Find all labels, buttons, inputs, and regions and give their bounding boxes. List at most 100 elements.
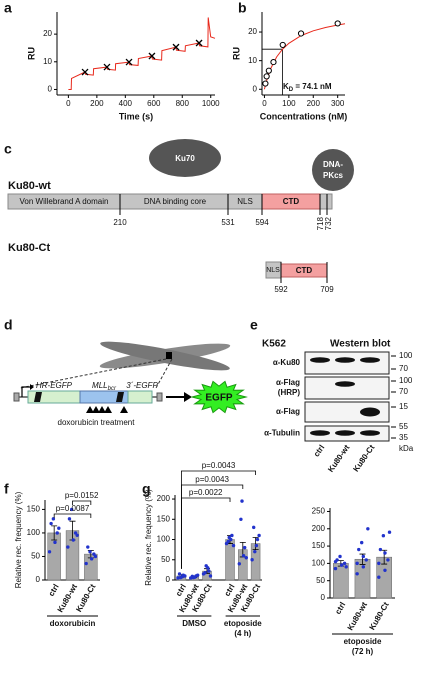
- marker-label: 70: [399, 364, 408, 373]
- data-point: [204, 564, 208, 568]
- y-tick-label: 100: [312, 558, 326, 567]
- chromosome: [99, 341, 231, 371]
- data-point: [230, 533, 234, 538]
- dna-pkcs-shape: [312, 149, 354, 191]
- mll-text: MLL: [92, 381, 108, 390]
- data-point: [208, 574, 213, 578]
- kd-annotation-part: = 74.1 nM: [293, 82, 332, 91]
- band: [360, 430, 380, 436]
- data-point: [177, 572, 182, 576]
- p-value: p=0.0022: [189, 488, 223, 497]
- locus-band: [166, 352, 172, 359]
- region-label: CTD: [283, 197, 300, 206]
- y-axis-label: Relative rec. frequency (%): [14, 491, 23, 588]
- domain-dividers: [119, 194, 328, 215]
- promoter-arrow: [21, 386, 30, 397]
- y-tick-label: 50: [31, 552, 40, 561]
- data-point: [338, 554, 342, 559]
- data-point: [270, 58, 277, 66]
- band: [335, 357, 355, 363]
- band: [310, 430, 330, 436]
- egfp3-label: 3´-EGFP: [126, 381, 158, 390]
- data-point: [297, 30, 305, 37]
- marker-label: 35: [399, 433, 408, 442]
- y-tick-label: 0: [36, 575, 41, 584]
- panel-label: d: [4, 317, 13, 333]
- group-label: etoposide: [224, 619, 262, 628]
- y-tick-label: 20: [248, 27, 257, 36]
- y-axis-label: RU: [231, 47, 241, 60]
- x-tick-label: 600: [147, 99, 161, 108]
- data-point: [49, 521, 53, 526]
- region-label: DNA binding core: [144, 197, 207, 206]
- promoter-arrow-head: [30, 384, 34, 390]
- position-label: 709: [320, 285, 334, 294]
- band: [335, 381, 355, 387]
- x-tick-label: 1000: [202, 99, 220, 108]
- drug-arrow: [86, 406, 94, 413]
- drug-arrow: [120, 406, 128, 413]
- data-point: [183, 574, 187, 578]
- data-point: [231, 543, 236, 548]
- zoom-line: [155, 358, 173, 389]
- cross-marker: [195, 39, 203, 47]
- data-point: [333, 559, 338, 564]
- lane-label: Ku80-wt: [326, 443, 351, 474]
- data-point: [361, 554, 365, 559]
- egfp3-box: [127, 390, 153, 404]
- y-tick-label: 100: [157, 535, 171, 544]
- position-label: 594: [255, 218, 269, 227]
- panel-label: g: [142, 481, 151, 497]
- band: [360, 357, 380, 363]
- data-point: [227, 535, 231, 540]
- y-tick-label: 10: [43, 57, 52, 66]
- band: [310, 357, 330, 363]
- ku70-shape: [149, 139, 221, 177]
- cross-marker: [148, 52, 156, 60]
- data-point: [55, 531, 59, 535]
- data-point: [226, 539, 230, 544]
- lane-label: Ku80-Ct: [351, 443, 376, 474]
- data-point: [195, 573, 200, 577]
- kd-annotation-part: K: [283, 82, 289, 91]
- group-label: etoposide: [344, 637, 382, 646]
- group-label: (72 h): [352, 647, 374, 656]
- data-point: [239, 517, 243, 521]
- panel-label: c: [4, 141, 12, 157]
- antibody-label: α-Flag: [276, 407, 300, 416]
- data-point: [333, 566, 338, 571]
- y-tick-label: 250: [312, 507, 326, 516]
- data-point: [88, 550, 92, 554]
- data-point: [47, 550, 52, 554]
- ku70-label: Ku70: [175, 154, 195, 163]
- y-tick-label: 200: [157, 494, 171, 503]
- cross-marker: [172, 43, 180, 51]
- data-point: [255, 537, 260, 542]
- hr-egfp-label: HR-EGFP: [36, 381, 73, 390]
- data-point: [355, 561, 359, 566]
- data-point: [377, 575, 381, 579]
- data-point: [383, 568, 387, 573]
- data-point: [263, 73, 270, 80]
- drug-arrow: [98, 406, 106, 413]
- flank-box: [156, 392, 163, 402]
- position-label: 732: [324, 216, 333, 230]
- data-point: [207, 569, 211, 573]
- kd-annotation-part: D: [289, 87, 294, 93]
- x-tick-label: Ku80-Ct: [368, 600, 391, 631]
- data-line: [68, 17, 216, 90]
- site-mark: [34, 392, 42, 402]
- dna-pkcs-label: PKcs: [323, 171, 344, 180]
- dna-pkcs-label: DNA-: [323, 160, 343, 169]
- y-axis-label: Relative rec. frequency (%): [144, 489, 153, 586]
- band: [335, 430, 355, 436]
- drug-arrows: [86, 406, 128, 413]
- blot-title: Western blot: [330, 339, 391, 350]
- mll-sub: bcr: [108, 386, 117, 392]
- marker-label: 15: [399, 402, 408, 411]
- region-label: NLS: [237, 197, 253, 206]
- data-point: [339, 563, 344, 567]
- position-label: 718: [316, 216, 325, 230]
- data-point: [67, 517, 72, 521]
- significance-bracket: [180, 497, 231, 569]
